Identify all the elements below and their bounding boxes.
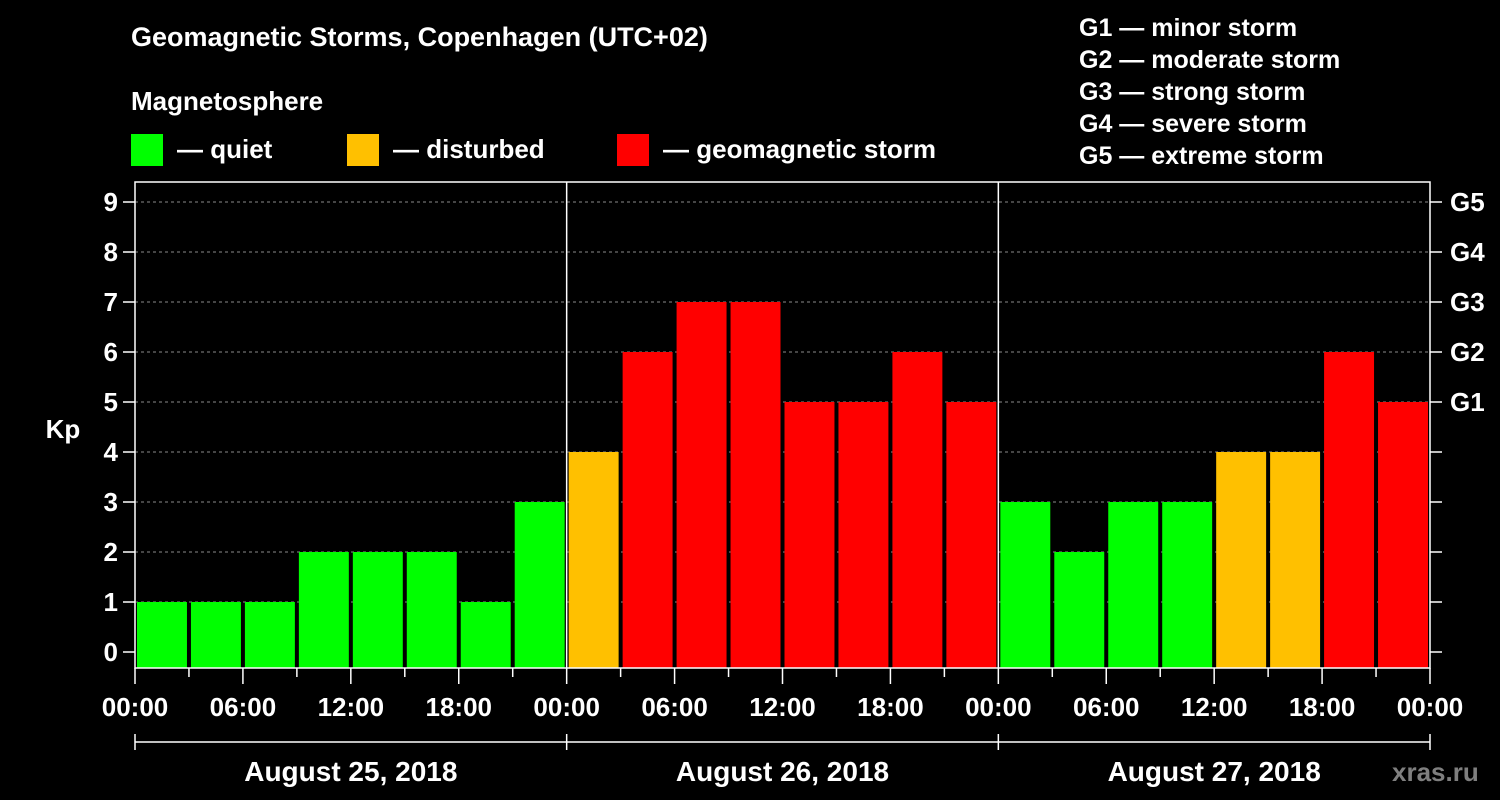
day-label-1: August 26, 2018	[676, 756, 889, 787]
g-scale-label-g3: G3	[1450, 287, 1485, 317]
x-tick-label-4: 00:00	[533, 692, 600, 722]
day-label-2: August 27, 2018	[1108, 756, 1321, 787]
kp-bar-19	[1162, 502, 1213, 668]
y-tick-label-6: 6	[104, 337, 118, 367]
x-tick-label-9: 06:00	[1073, 692, 1140, 722]
x-tick-label-7: 18:00	[857, 692, 924, 722]
kp-bar-4	[352, 552, 403, 668]
x-tick-label-0: 00:00	[102, 692, 169, 722]
kp-bar-10	[676, 302, 727, 668]
legend-swatch-disturbed	[347, 134, 379, 166]
y-tick-label-5: 5	[104, 387, 118, 417]
x-tick-label-12: 00:00	[1397, 692, 1464, 722]
kp-bar-6	[460, 602, 511, 668]
g-legend-g3: G3 — strong storm	[1079, 78, 1306, 106]
y-tick-label-8: 8	[104, 237, 118, 267]
legend-label-storm: — geomagnetic storm	[663, 134, 937, 164]
kp-bar-8	[568, 452, 619, 668]
chart-title: Geomagnetic Storms, Copenhagen (UTC+02)	[131, 22, 708, 52]
g-scale-label-g1: G1	[1450, 387, 1485, 417]
kp-bar-12	[784, 402, 835, 668]
kp-bar-0	[137, 602, 187, 668]
g-scale-label-g5: G5	[1450, 187, 1485, 217]
y-tick-label-7: 7	[104, 287, 118, 317]
kp-bar-22	[1324, 352, 1375, 668]
x-tick-label-8: 00:00	[965, 692, 1032, 722]
kp-bar-20	[1216, 452, 1267, 668]
g-legend-g2: G2 — moderate storm	[1079, 46, 1341, 74]
g-legend-g4: G4 — severe storm	[1079, 110, 1307, 138]
legend-label-quiet: — quiet	[177, 134, 273, 164]
watermark: xras.ru	[1392, 757, 1479, 787]
day-label-0: August 25, 2018	[244, 756, 457, 787]
x-tick-label-6: 12:00	[749, 692, 816, 722]
kp-bar-11	[730, 302, 781, 668]
y-tick-label-9: 9	[104, 187, 118, 217]
kp-bar-9	[622, 352, 673, 668]
g-legend-g5: G5 — extreme storm	[1079, 142, 1324, 170]
kp-bar-15	[946, 402, 997, 668]
y-tick-label-1: 1	[104, 587, 118, 617]
y-tick-label-2: 2	[104, 537, 118, 567]
kp-bar-3	[298, 552, 349, 668]
y-axis-label: Kp	[46, 414, 81, 444]
kp-bar-16	[1000, 502, 1051, 668]
y-tick-label-3: 3	[104, 487, 118, 517]
legend-swatch-quiet	[131, 134, 163, 166]
kp-bar-23	[1378, 402, 1428, 668]
y-tick-label-4: 4	[104, 437, 119, 467]
kp-bar-17	[1054, 552, 1105, 668]
kp-bar-21	[1270, 452, 1321, 668]
kp-bar-7	[514, 502, 565, 668]
legend-label-disturbed: — disturbed	[393, 134, 545, 164]
kp-bar-2	[244, 602, 295, 668]
x-tick-label-1: 06:00	[210, 692, 277, 722]
kp-bar-13	[838, 402, 889, 668]
y-tick-label-0: 0	[104, 637, 118, 667]
x-tick-label-11: 18:00	[1289, 692, 1356, 722]
legend-swatch-storm	[617, 134, 649, 166]
kp-bar-5	[406, 552, 457, 668]
x-tick-label-10: 12:00	[1181, 692, 1248, 722]
kp-bar-14	[892, 352, 943, 668]
x-tick-label-5: 06:00	[641, 692, 708, 722]
kp-bar-1	[190, 602, 241, 668]
magnetosphere-label: Magnetosphere	[131, 86, 324, 116]
x-tick-label-2: 12:00	[318, 692, 385, 722]
g-legend-g1: G1 — minor storm	[1079, 14, 1298, 42]
g-scale-label-g2: G2	[1450, 337, 1485, 367]
x-tick-label-3: 18:00	[426, 692, 493, 722]
g-scale-label-g4: G4	[1450, 237, 1485, 267]
kp-bar-18	[1108, 502, 1159, 668]
